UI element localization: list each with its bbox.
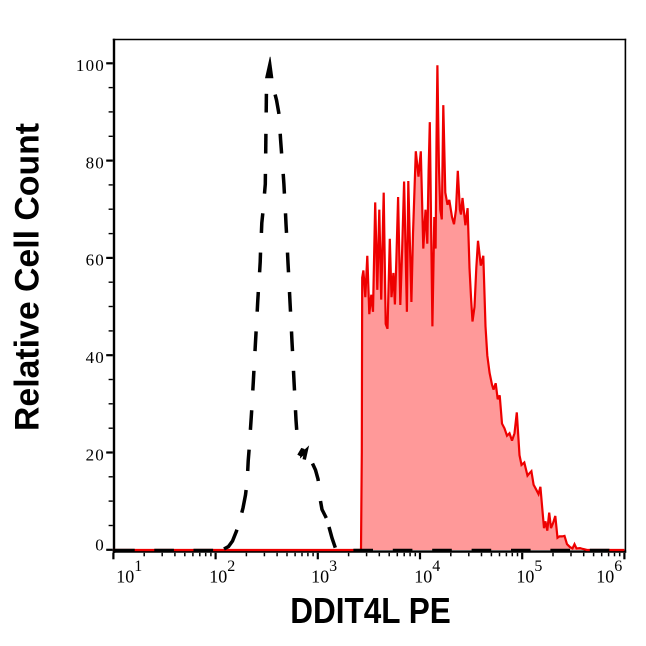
- svg-text:Relative Cell Count: Relative Cell Count: [9, 123, 47, 431]
- svg-text:0: 0: [95, 536, 105, 555]
- svg-text:100: 100: [76, 56, 105, 75]
- svg-text:20: 20: [86, 445, 105, 464]
- svg-text:80: 80: [86, 153, 105, 172]
- svg-text:40: 40: [86, 348, 105, 367]
- svg-text:60: 60: [86, 251, 105, 270]
- svg-text:DDIT4L PE: DDIT4L PE: [290, 590, 451, 631]
